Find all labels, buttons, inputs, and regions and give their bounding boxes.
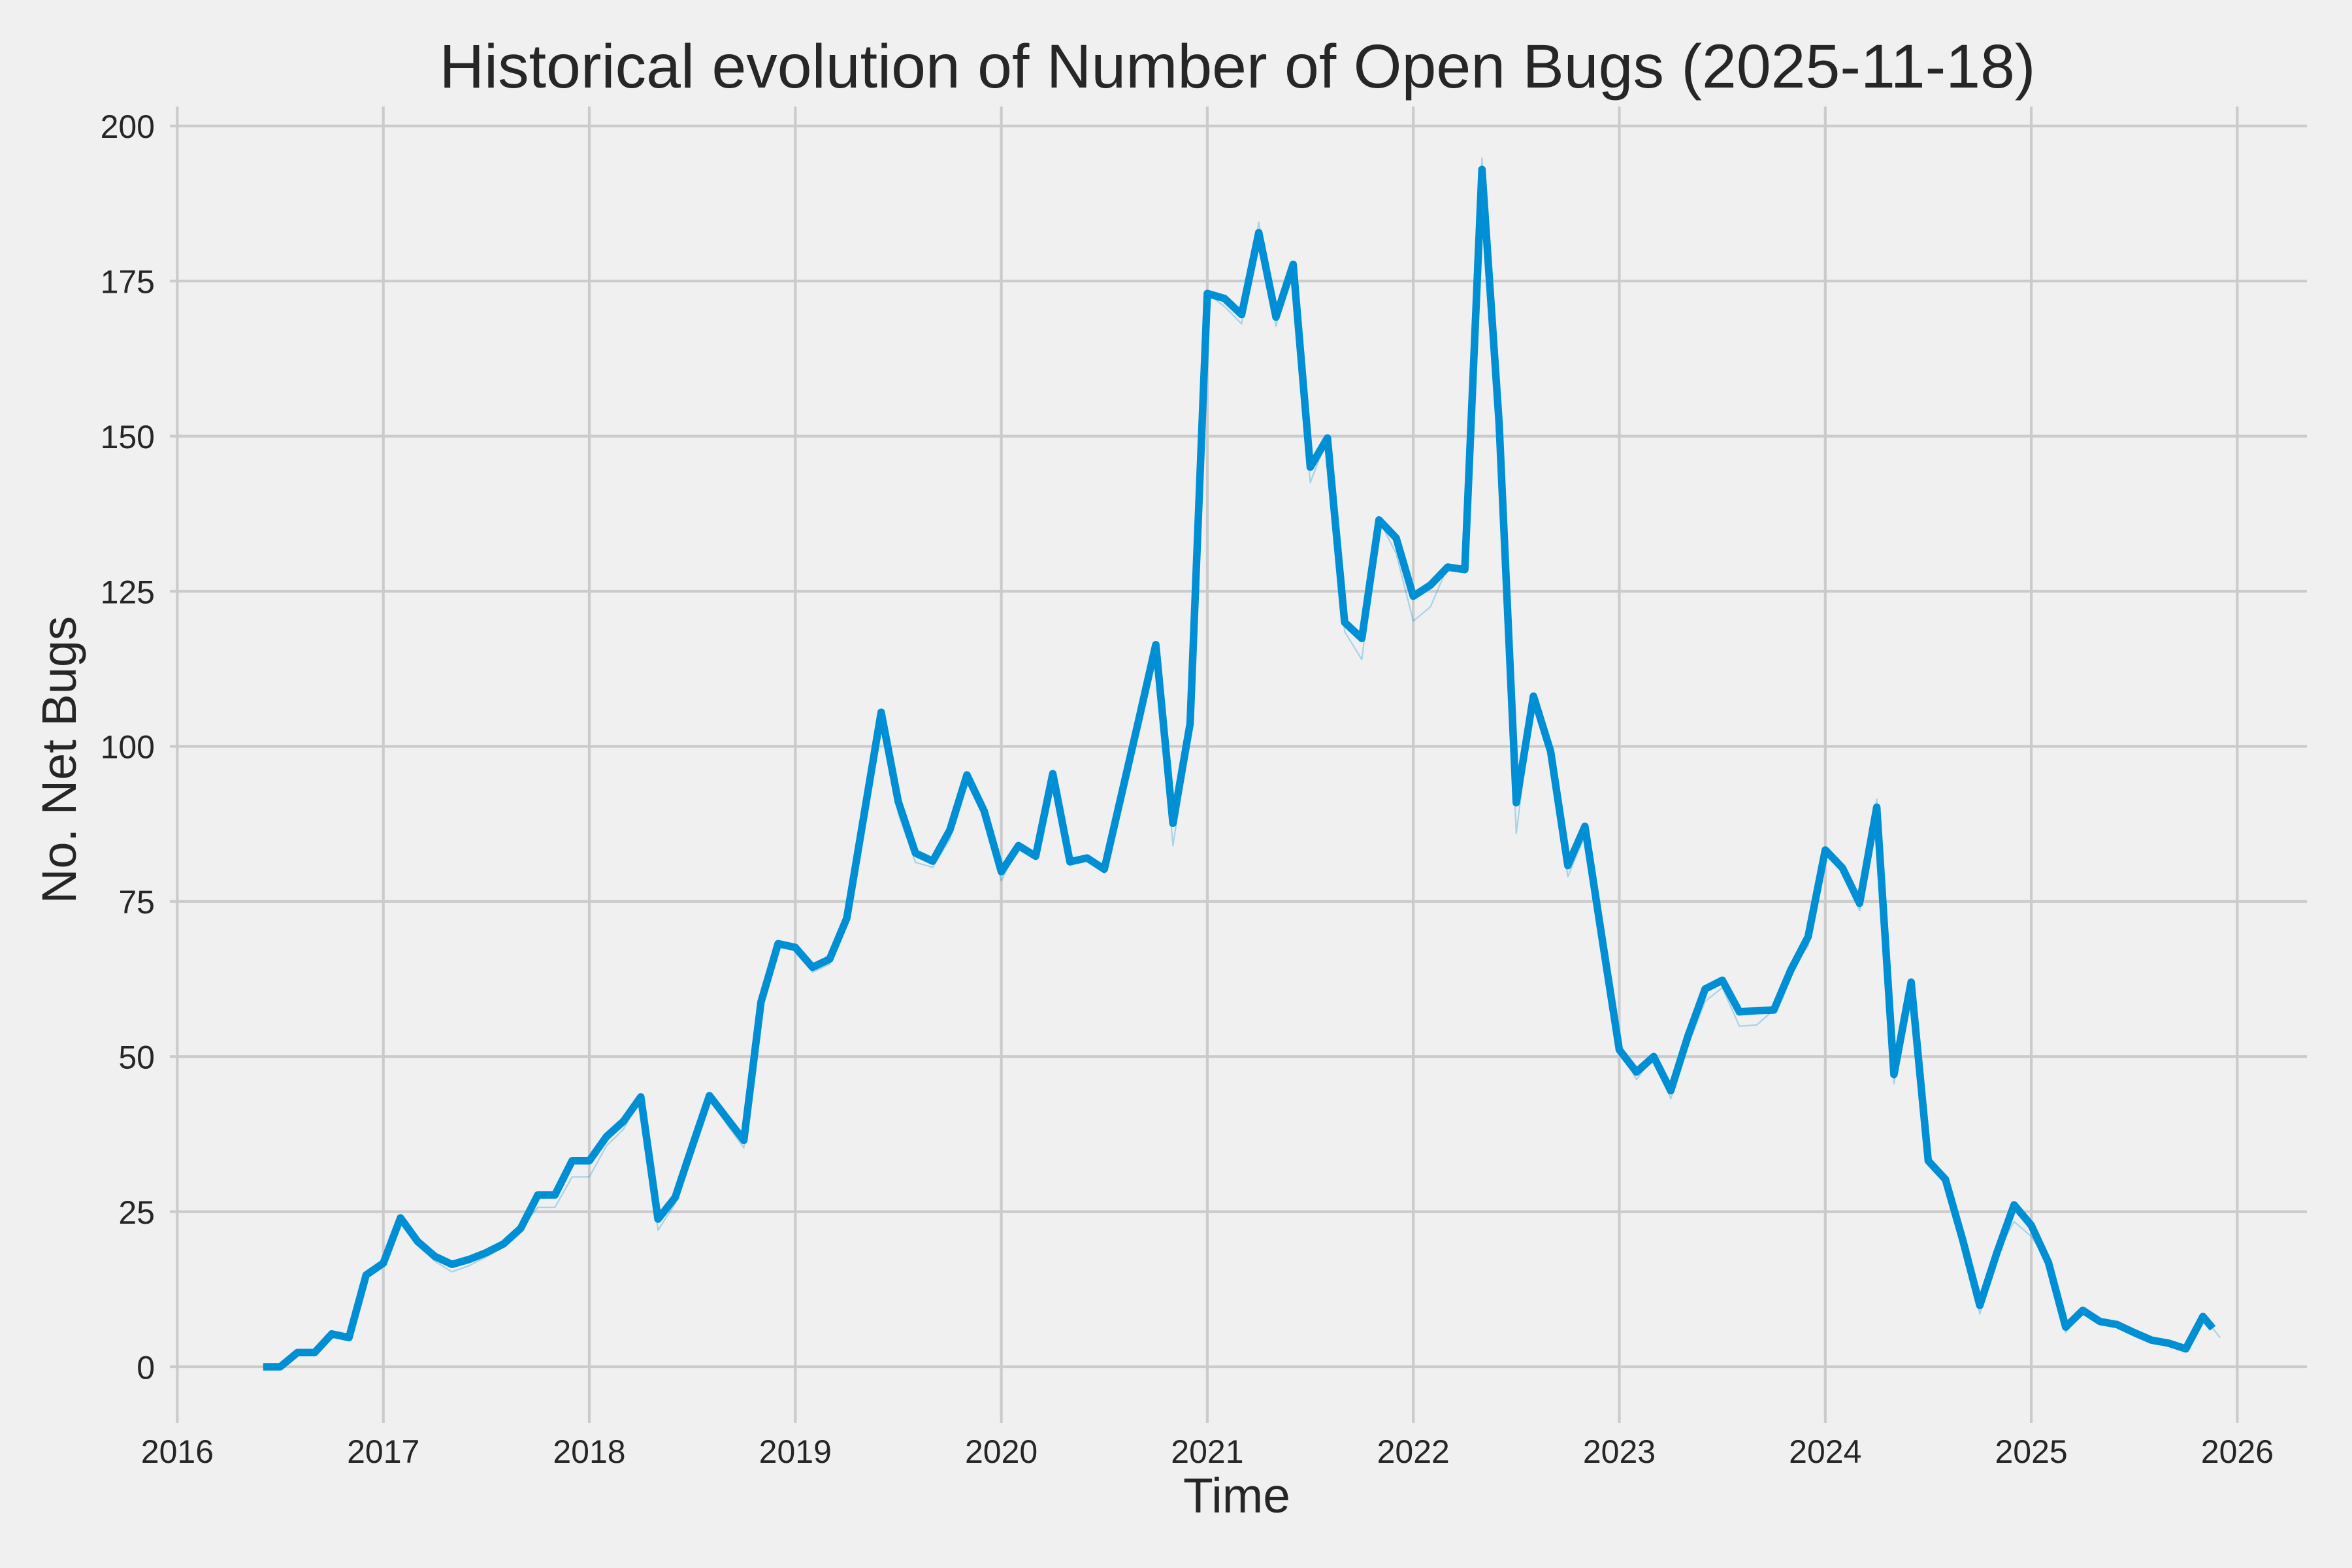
svg-text:No. Net Bugs: No. Net Bugs xyxy=(32,616,86,904)
svg-text:2022: 2022 xyxy=(1377,1433,1450,1470)
svg-text:2016: 2016 xyxy=(141,1433,214,1470)
svg-text:25: 25 xyxy=(118,1194,155,1231)
svg-text:2018: 2018 xyxy=(553,1433,625,1470)
svg-text:2021: 2021 xyxy=(1171,1433,1243,1470)
svg-text:2020: 2020 xyxy=(965,1433,1037,1470)
svg-text:Time: Time xyxy=(1183,1468,1290,1523)
svg-text:150: 150 xyxy=(101,419,155,455)
svg-text:2019: 2019 xyxy=(759,1433,832,1470)
svg-text:50: 50 xyxy=(118,1039,155,1076)
svg-text:2026: 2026 xyxy=(2201,1433,2274,1470)
svg-text:2025: 2025 xyxy=(1995,1433,2067,1470)
svg-text:175: 175 xyxy=(101,264,155,301)
svg-text:200: 200 xyxy=(101,108,155,145)
svg-text:100: 100 xyxy=(101,729,155,766)
svg-text:75: 75 xyxy=(118,884,155,921)
svg-text:2023: 2023 xyxy=(1583,1433,1656,1470)
svg-text:2017: 2017 xyxy=(347,1433,419,1470)
svg-text:0: 0 xyxy=(137,1349,155,1386)
svg-text:2024: 2024 xyxy=(1789,1433,1861,1470)
svg-text:125: 125 xyxy=(101,574,155,610)
svg-text:Historical evolution of Number: Historical evolution of Number of Open B… xyxy=(439,32,2035,101)
